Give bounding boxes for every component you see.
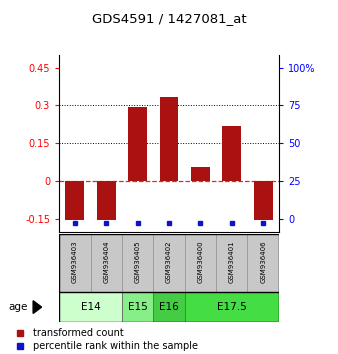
Text: GSM936402: GSM936402 [166,240,172,283]
Bar [66,181,84,221]
Text: E17.5: E17.5 [217,302,247,312]
Bar [160,97,178,181]
Text: GSM936400: GSM936400 [197,240,203,283]
Text: GSM936403: GSM936403 [72,240,78,283]
Bar [247,234,279,292]
Bar [153,292,185,322]
Bar [216,234,247,292]
Text: percentile rank within the sample: percentile rank within the sample [33,341,198,352]
Text: GSM936406: GSM936406 [260,240,266,283]
Text: E14: E14 [81,302,100,312]
Text: E15: E15 [128,302,147,312]
Bar [97,181,116,221]
Text: GDS4591 / 1427081_at: GDS4591 / 1427081_at [92,12,246,25]
Text: GSM936401: GSM936401 [229,240,235,283]
Text: transformed count: transformed count [33,328,123,338]
Text: E16: E16 [159,302,179,312]
Bar [91,234,122,292]
Bar [185,292,279,322]
Bar [122,292,153,322]
Text: GSM936404: GSM936404 [103,240,109,283]
Bar [191,167,210,181]
Bar [59,292,122,322]
Bar [59,234,91,292]
Text: age: age [8,302,28,312]
Bar [122,234,153,292]
Bar [128,107,147,181]
Text: GSM936405: GSM936405 [135,240,141,283]
Bar [222,126,241,181]
Bar [153,234,185,292]
Bar [254,181,272,221]
Polygon shape [33,301,42,314]
Bar [185,234,216,292]
